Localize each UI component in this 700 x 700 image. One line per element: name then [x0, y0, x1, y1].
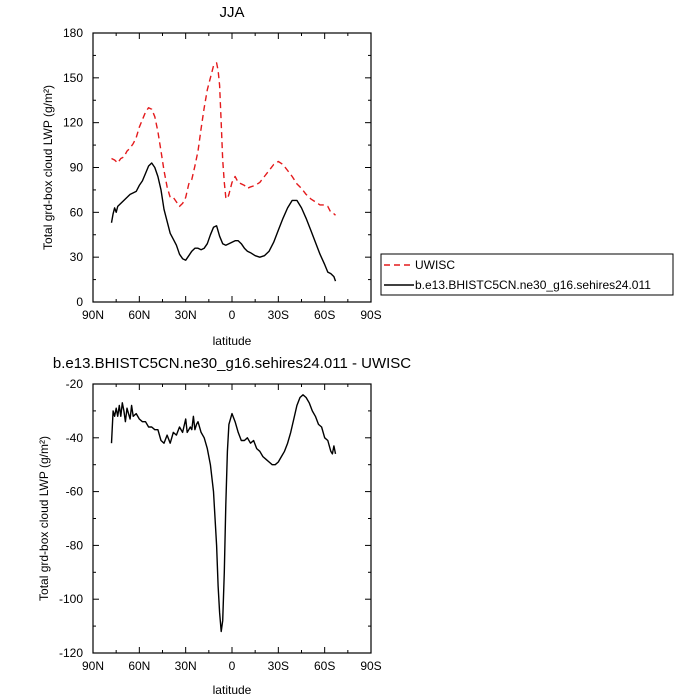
x-axis-label: latitude: [213, 683, 252, 697]
y-axis-label: Total grd-box cloud LWP (g/m²): [41, 85, 55, 250]
series-line-2: [110, 162, 337, 282]
legend-box: [380, 253, 674, 296]
y-tick-label: 60: [70, 205, 84, 219]
x-tick-label: 90S: [360, 308, 381, 322]
y-axis-label: Total grd-box cloud LWP (g/m²): [37, 436, 51, 601]
x-axis-label: latitude: [213, 334, 252, 348]
legend-label-2: b.e13.BHISTC5CN.ne30_g16.sehires24.011: [415, 278, 651, 292]
series-line-1: [111, 62, 336, 216]
plot-frame: [92, 383, 372, 654]
y-tick-label: 90: [70, 161, 84, 175]
y-tick-label: -100: [59, 592, 83, 606]
x-tick-label: 60S: [314, 659, 335, 673]
x-tick-label: 0: [229, 659, 236, 673]
y-tick-label: 30: [70, 250, 84, 264]
legend: UWISC b.e13.BHISTC5CN.ne30_g16.sehires24.…: [380, 253, 674, 296]
y-tick-label: -20: [66, 377, 84, 391]
chart-title: JJA: [219, 4, 244, 21]
x-tick-label: 0: [229, 308, 236, 322]
series-line-1: [110, 394, 337, 633]
y-tick-label: 120: [63, 116, 83, 130]
x-tick-label: 30N: [175, 308, 197, 322]
x-tick-label: 30S: [268, 659, 289, 673]
y-tick-label: -60: [66, 485, 84, 499]
x-tick-label: 60N: [128, 308, 150, 322]
legend-label-1: UWISC: [415, 258, 455, 272]
x-tick-label: 60S: [314, 308, 335, 322]
x-tick-label: 30N: [175, 659, 197, 673]
chart-panel-2: b.e13.BHISTC5CN.ne30_g16.sehires24.011 -…: [37, 355, 411, 697]
x-tick-label: 30S: [268, 308, 289, 322]
y-tick-label: -80: [66, 538, 84, 552]
x-tick-label: 90N: [82, 659, 104, 673]
x-tick-label: 60N: [128, 659, 150, 673]
chart-title: b.e13.BHISTC5CN.ne30_g16.sehires24.011 -…: [53, 355, 411, 372]
y-tick-label: -40: [66, 431, 84, 445]
y-tick-label: 0: [76, 295, 83, 309]
x-tick-label: 90S: [360, 659, 381, 673]
chart-panel-1: JJA 90N 60N 30N 0 30S 60S 90S 0 30 60 90 120 150 180 la…: [41, 4, 382, 348]
y-tick-label: 150: [63, 71, 83, 85]
y-tick-label: -120: [59, 646, 83, 660]
x-tick-label: 90N: [82, 308, 104, 322]
y-tick-label: 180: [63, 26, 83, 40]
plot-frame: [92, 32, 372, 303]
